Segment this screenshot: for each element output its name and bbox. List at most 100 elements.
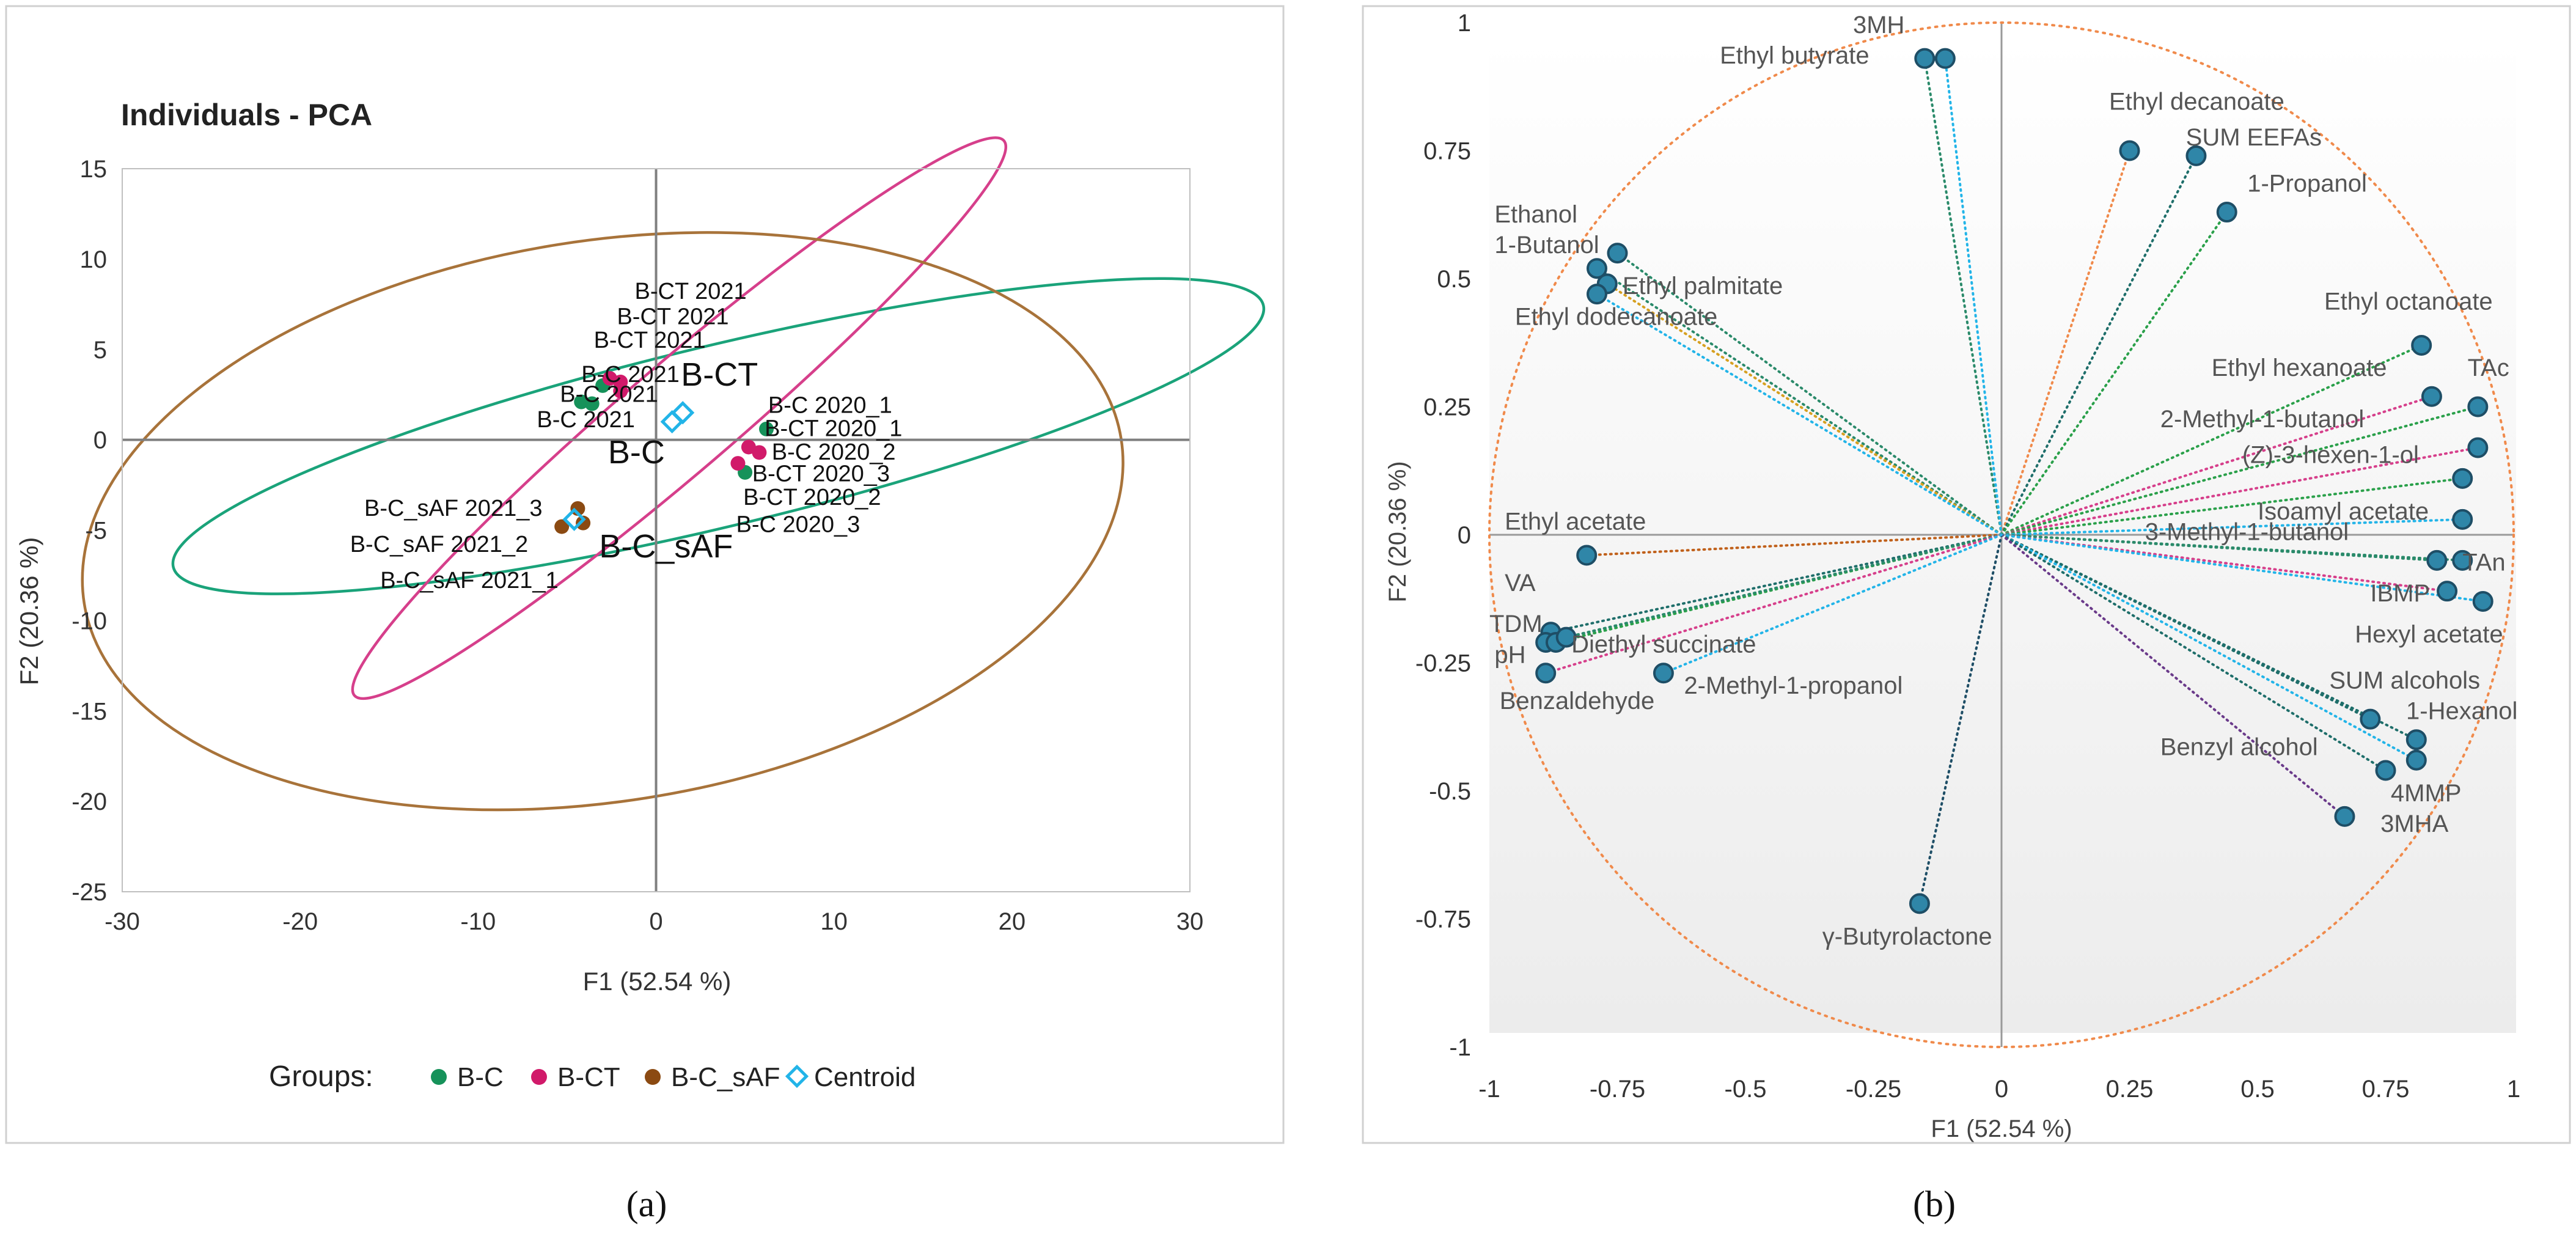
- panel-a-legend: Groups: B-C B-CT B-C_sAF Centroid: [269, 1060, 916, 1093]
- variable-label: VA: [1505, 570, 1536, 597]
- panel-a-axes: [122, 168, 1191, 892]
- y-tick-label: -0.75: [1415, 906, 1471, 933]
- x-tick-label: 0.75: [2362, 1076, 2410, 1103]
- variable-label: (Z)-3-hexen-1-ol: [2242, 442, 2419, 469]
- loading-vector: [2000, 534, 2438, 562]
- panel-a-caption: (a): [626, 1184, 667, 1224]
- loading-vector: [2000, 211, 2228, 536]
- variable-label: IBMP: [2370, 580, 2430, 607]
- point-b-c-saf: [576, 515, 591, 531]
- loading-vector: [1616, 252, 2003, 536]
- loading-vector: [2000, 149, 2131, 536]
- panel-a-plot-border: [122, 168, 1191, 892]
- loading-point: [1555, 626, 1577, 648]
- variable-label: Hexyl acetate: [2355, 621, 2503, 648]
- y-tick-label: 15: [80, 156, 108, 183]
- variable-label: 2-Methyl-1-butanol: [2160, 406, 2365, 433]
- variable-label: Benzaldehyde: [1500, 688, 1655, 714]
- y-tick-label: 10: [80, 246, 108, 273]
- x-tick-label: -20: [282, 908, 318, 935]
- x-tick-label: 0: [649, 908, 662, 935]
- loading-vector: [1595, 293, 2003, 536]
- variable-label: TDM: [1489, 611, 1543, 637]
- panel-b-correlation-circle: 3MH Ethyl butyrate Ethyl decanoate SUM EEFA…: [1362, 5, 2571, 1144]
- variable-label: 3MHA: [2380, 810, 2448, 837]
- point-label: B-C 2021: [581, 362, 680, 387]
- point-b-ct: [752, 445, 767, 460]
- loading-vector: [2000, 518, 2464, 536]
- loading-vector: [2000, 534, 2449, 593]
- loading-vector: [2000, 534, 2418, 741]
- x-tick-label: 1: [2507, 1076, 2520, 1103]
- legend-label-b-c: B-C: [457, 1062, 504, 1092]
- loading-point: [2452, 468, 2473, 489]
- point-label: B-CT 2021: [635, 279, 747, 304]
- point-label: B-C 2020_1: [768, 392, 892, 418]
- x-tick-label: -0.5: [1725, 1076, 1767, 1103]
- legend-marker-b-c: [431, 1069, 447, 1085]
- loading-point: [1914, 48, 1936, 69]
- loading-point: [2452, 549, 2473, 571]
- legend-label-b-c-saf: B-C_sAF: [671, 1062, 780, 1092]
- legend-title: Groups:: [269, 1060, 373, 1093]
- loading-vector: [2000, 446, 2479, 536]
- variable-label: 1-Propanol: [2247, 171, 2367, 197]
- legend-marker-b-ct: [531, 1069, 547, 1085]
- loading-vector: [1923, 57, 2003, 536]
- panel-a-y-axis-label: F2 (20.36 %): [15, 537, 43, 686]
- loading-vector: [2000, 534, 2346, 818]
- variable-label: 1-Hexanol: [2406, 698, 2517, 725]
- y-tick-label: -15: [72, 698, 107, 725]
- panel-b-tick-labels: -1 -0.75 -0.5 -0.25 0 0.25 0.5 0.75 1 1 0.75 0.5 0.2…: [1415, 10, 2520, 1103]
- point-label: B-C: [608, 434, 665, 471]
- variable-label: TAc: [2468, 354, 2509, 381]
- point-label: B-C_sAF: [599, 528, 733, 565]
- loading-point: [2334, 806, 2355, 827]
- panel-b-y-axis-label: F2 (20.36 %): [1384, 461, 1411, 602]
- loading-vector: [2000, 534, 2484, 603]
- centroid-marker: [671, 401, 695, 425]
- variable-label: Benzyl alcohol: [2160, 733, 2318, 760]
- y-tick-label: 0.75: [1423, 138, 1471, 165]
- variable-label: 3MH: [1853, 12, 1904, 39]
- loading-point: [1607, 243, 1628, 264]
- loading-vector: [2000, 477, 2464, 536]
- loading-point: [2467, 437, 2489, 458]
- variable-label: Isoamyl acetate: [2258, 498, 2429, 525]
- y-tick-label: 1: [1458, 10, 1471, 37]
- loading-point: [2405, 729, 2427, 751]
- loading-point: [2472, 590, 2493, 612]
- loading-vector: [2000, 343, 2423, 536]
- point-b-c-saf: [554, 519, 570, 534]
- loading-point: [1586, 284, 1607, 305]
- centroid-marker: [562, 507, 586, 531]
- variable-label: 1-Butanol: [1494, 232, 1599, 259]
- loading-vector: [1585, 534, 2003, 557]
- variable-label: pH: [1494, 642, 1525, 669]
- point-label: B-C 2021: [560, 382, 658, 408]
- panel-b-x-axis-label: F1 (52.54 %): [1931, 1115, 2072, 1142]
- y-tick-label: 5: [94, 337, 107, 364]
- point-b-ct: [730, 456, 746, 471]
- loading-point: [2421, 386, 2442, 407]
- y-tick-label: 0.25: [1423, 394, 1471, 421]
- point-b-ct: [613, 383, 628, 398]
- panel-b-loading-points: [1535, 48, 2493, 914]
- variable-label: Ethyl dodecanoate: [1515, 303, 1717, 330]
- x-tick-label: -10: [460, 908, 496, 935]
- legend-marker-centroid: [785, 1064, 809, 1089]
- point-label: B-CT 2020_2: [743, 485, 881, 510]
- loading-point: [2360, 708, 2381, 730]
- legend-marker-b-c-saf: [645, 1069, 661, 1085]
- panel-b-loading-vectors: [1544, 57, 2484, 905]
- variable-label: TAn: [2462, 549, 2505, 576]
- loading-vector: [1662, 534, 2003, 675]
- loading-point: [2467, 396, 2489, 417]
- variable-label: Ethyl decanoate: [2109, 88, 2284, 115]
- x-tick-label: 0: [1995, 1076, 2008, 1103]
- loading-point: [2437, 581, 2458, 602]
- ellipse-b-ct: [351, 136, 1008, 700]
- point-label: B-C_sAF 2021_2: [350, 532, 529, 557]
- point-b-c: [759, 421, 774, 436]
